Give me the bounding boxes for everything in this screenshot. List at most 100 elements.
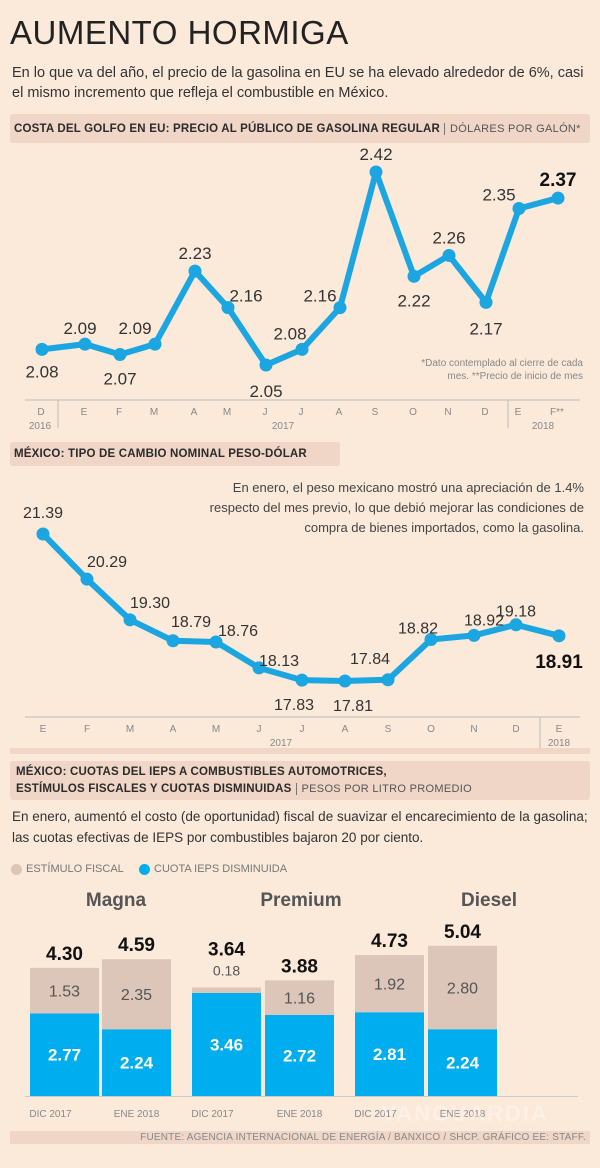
data-label: 2.05 [249, 382, 282, 401]
bar-period-label: ENE 2018 [440, 1109, 486, 1120]
bar-cuota-label: 2.24 [120, 1054, 154, 1073]
x-tick-label: N [444, 407, 451, 418]
x-tick-label: A [170, 724, 177, 735]
data-point [333, 301, 347, 315]
data-label: 18.92 [464, 612, 504, 629]
legend-label-cuota: CUOTA IEPS DISMINUIDA [154, 863, 288, 875]
data-label: 2.22 [397, 291, 430, 310]
data-label: 18.13 [259, 653, 299, 670]
x-tick-label: M [223, 407, 231, 418]
data-label: 2.26 [432, 228, 465, 247]
data-point [424, 633, 438, 647]
group-title: Diesel [461, 890, 517, 911]
x-tick-label: J [263, 407, 268, 418]
data-point [259, 358, 273, 372]
x-tick-label: D [512, 724, 519, 735]
legend-cuota: CUOTA IEPS DISMINUIDA [139, 863, 287, 875]
data-label: 18.91 [535, 652, 583, 673]
bar-estimulo-fiscal [355, 955, 424, 1013]
chart3-title-line2: ESTÍMULOS FISCALES Y CUOTAS DISMINUIDAS [16, 783, 292, 795]
source-footer: FUENTE: AGENCIA INTERNACIONAL DE ENERGÍA… [10, 1131, 590, 1144]
data-label: 17.84 [350, 651, 390, 668]
data-label: 2.35 [482, 186, 515, 205]
data-point [123, 613, 137, 627]
chart3-unit: PESOS POR LITRO PROMEDIO [295, 783, 472, 795]
chart1-title: COSTA DEL GOLFO EN EU: PRECIO AL PÚBLICO… [14, 122, 441, 135]
data-point [551, 191, 565, 205]
bar-estimulo-fiscal [265, 980, 334, 1015]
chart3-ieps-bars: Magna 2.77 1.53 4.30 DIC 2017 2.24 2.35 4.59 ENE… [25, 890, 578, 1125]
bar-cuota-label: 2.24 [446, 1054, 480, 1073]
data-point [509, 618, 523, 632]
year-label: 2018 [532, 421, 555, 432]
bar-cuota-ieps [355, 1012, 424, 1096]
x-tick-label: N [470, 724, 477, 735]
legend-label-estimulo: ESTÍMULO FISCAL [26, 863, 124, 875]
data-label: 18.82 [398, 621, 438, 638]
data-label: 2.08 [273, 324, 306, 343]
x-tick-label: A [336, 407, 343, 418]
x-tick-label: J [300, 724, 305, 735]
bar-total-label: 4.59 [118, 935, 155, 956]
bar-cuota-ieps [102, 1029, 171, 1096]
data-point [552, 629, 566, 643]
x-tick-label: A [191, 407, 198, 418]
bar-total-label: 3.64 [208, 940, 245, 961]
data-label: 21.39 [23, 505, 63, 522]
bar-period-label: DIC 2017 [191, 1109, 234, 1120]
year-label: 2018 [548, 738, 571, 749]
x-tick-label: O [427, 724, 435, 735]
chart3-description: En enero, aumentó el costo (de oportunid… [12, 809, 588, 845]
bar-estimulo-fiscal [192, 987, 261, 993]
x-tick-label: S [372, 407, 379, 418]
data-point [36, 527, 50, 541]
bar-estimulo-fiscal [428, 945, 497, 1030]
bar-estimulo-label: 0.18 [213, 963, 240, 979]
bar-estimulo-label: 2.35 [121, 987, 152, 1004]
x-tick-label: F [84, 724, 90, 735]
chart1-gasoline-price: 2.08 2.09 2.07 2.09 2.23 2.16 2.05 2.08 2.16 2.42… [25, 145, 580, 432]
data-point [369, 165, 383, 179]
year-label: 2016 [29, 421, 52, 432]
bar-estimulo-fiscal [102, 959, 171, 1030]
x-tick-label: F [116, 407, 122, 418]
data-point [512, 202, 526, 216]
bar-estimulo-label: 2.80 [447, 981, 478, 998]
bar-estimulo-label: 1.53 [49, 984, 80, 1001]
bar-cuota-label: 2.77 [48, 1046, 81, 1065]
year-label: 2017 [270, 738, 293, 749]
data-point [295, 673, 309, 687]
chart2-header: MÉXICO: TIPO DE CAMBIO NOMINAL PESO-DÓLA… [10, 442, 340, 466]
x-tick-label: E [556, 724, 563, 735]
data-point [381, 673, 395, 687]
x-tick-label: A [342, 724, 349, 735]
bar-period-label: DIC 2017 [29, 1109, 72, 1120]
data-point [442, 248, 456, 262]
data-point [166, 634, 180, 648]
data-label: 2.08 [25, 362, 58, 381]
data-label: 20.29 [87, 554, 127, 571]
data-point [148, 337, 162, 351]
x-tick-label: O [409, 407, 417, 418]
bar-total-label: 4.73 [371, 931, 408, 952]
data-label: 17.83 [274, 697, 314, 714]
data-label: 18.79 [171, 614, 211, 631]
x-tick-label: E [515, 407, 522, 418]
data-label: 2.42 [359, 145, 392, 164]
chart3-header: MÉXICO: CUOTAS DEL IEPS A COMBUSTIBLES A… [10, 761, 590, 800]
bar-cuota-ieps [265, 1014, 334, 1096]
data-label: 2.09 [63, 319, 96, 338]
bar-period-label: DIC 2017 [354, 1109, 397, 1120]
chart2-title: MÉXICO: TIPO DE CAMBIO NOMINAL PESO-DÓLA… [14, 448, 307, 460]
data-point [479, 295, 493, 309]
bar-period-label: ENE 2018 [114, 1109, 160, 1120]
bar-total-label: 5.04 [444, 922, 481, 943]
data-label: 17.81 [333, 698, 373, 715]
bar-period-label: ENE 2018 [277, 1109, 323, 1120]
data-point [80, 572, 94, 586]
page-title: AUMENTO HORMIGA [10, 14, 349, 51]
data-point [467, 628, 481, 642]
bar-cuota-label: 3.46 [210, 1035, 243, 1054]
bar-cuota-ieps [192, 992, 261, 1096]
